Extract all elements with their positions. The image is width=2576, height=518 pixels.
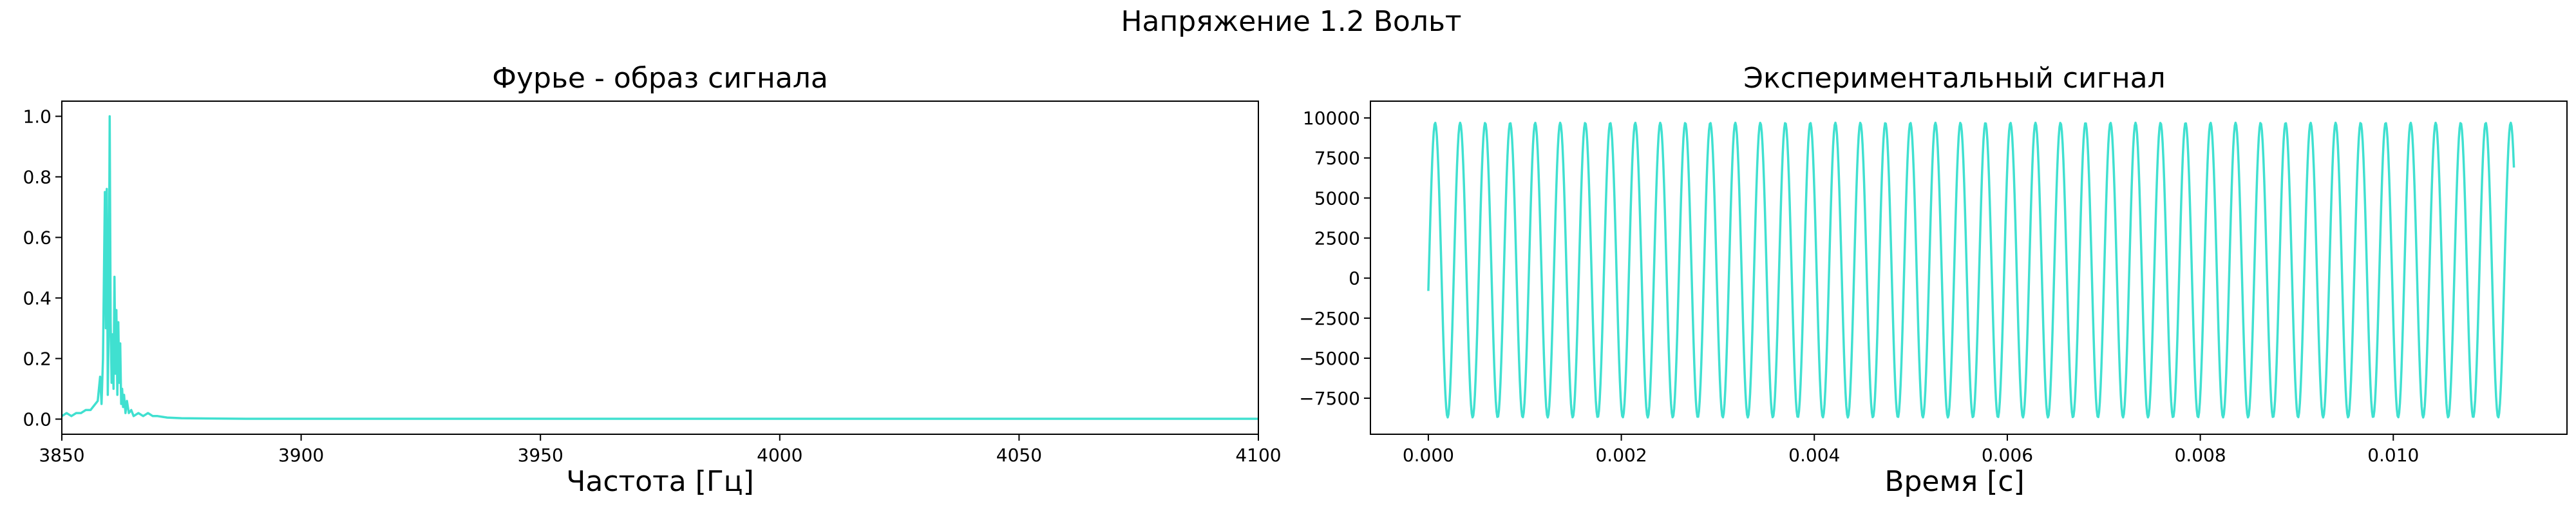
fourier-series-line xyxy=(61,115,1258,420)
fourier-series-group xyxy=(61,115,1258,420)
signal-y-tick-label: 10000 xyxy=(1303,108,1360,129)
fourier-y-tick-label: 0.0 xyxy=(23,409,52,430)
signal-x-tick-label: 0.002 xyxy=(1595,445,1647,466)
signal-y-tick-label: −7500 xyxy=(1299,388,1360,409)
fourier-x-axis-label: Частота [Гц] xyxy=(566,465,754,498)
fourier-y-tick-label: 0.8 xyxy=(23,167,52,188)
signal-x-tick-label: 0.008 xyxy=(2175,445,2226,466)
fourier-x-axis: 3850 3900 3950 4000 4050 4100 xyxy=(39,434,1282,466)
signal-y-tick-label: −5000 xyxy=(1299,348,1360,369)
figure-title: Напряжение 1.2 Вольт xyxy=(1121,5,1461,38)
signal-series-line xyxy=(1427,121,2515,419)
signal-y-axis: −7500 −5000 −2500 0 2500 5000 7500 10000 xyxy=(1299,108,1370,409)
fourier-x-tick-label: 3850 xyxy=(39,445,84,466)
fourier-x-tick-label: 3900 xyxy=(278,445,324,466)
signal-y-tick-label: 0 xyxy=(1349,268,1360,289)
fourier-y-tick-label: 0.6 xyxy=(23,227,52,249)
signal-y-tick-label: 2500 xyxy=(1314,228,1360,249)
signal-x-tick-label: 0.004 xyxy=(1788,445,1840,466)
fourier-x-tick-label: 4050 xyxy=(996,445,1042,466)
signal-y-tick-label: 5000 xyxy=(1314,187,1360,209)
signal-x-tick-label: 0.006 xyxy=(1982,445,2033,466)
fourier-x-tick-label: 4000 xyxy=(757,445,802,466)
signal-y-tick-label: 7500 xyxy=(1314,148,1360,169)
signal-chart: Экспериментальный сигнал 0.000 0.002 0.004… xyxy=(1299,62,2568,498)
fourier-y-tick-label: 1.0 xyxy=(23,106,52,128)
signal-series-group xyxy=(1427,121,2515,419)
signal-chart-title: Экспериментальный сигнал xyxy=(1743,62,2165,95)
signal-plot-frame xyxy=(1370,101,2568,435)
signal-x-axis: 0.000 0.002 0.004 0.006 0.008 0.010 xyxy=(1403,434,2419,466)
fourier-x-tick-label: 3950 xyxy=(518,445,564,466)
fourier-y-tick-label: 0.2 xyxy=(23,349,52,370)
signal-x-axis-label: Время [с] xyxy=(1884,465,2024,498)
fourier-plot-frame xyxy=(61,101,1259,435)
fourier-y-axis: 0.0 0.2 0.4 0.6 0.8 1.0 xyxy=(23,106,62,430)
fourier-x-tick-label: 4100 xyxy=(1235,445,1281,466)
signal-y-tick-label: −2500 xyxy=(1299,308,1360,329)
signal-x-tick-label: 0.010 xyxy=(2367,445,2419,466)
fourier-chart-title: Фурье - образ сигнала xyxy=(492,62,828,95)
signal-x-tick-label: 0.000 xyxy=(1403,445,1454,466)
fourier-y-tick-label: 0.4 xyxy=(23,288,52,309)
fourier-chart: Фурье - образ сигнала 3850 3900 3950 4000 40… xyxy=(23,62,1281,498)
